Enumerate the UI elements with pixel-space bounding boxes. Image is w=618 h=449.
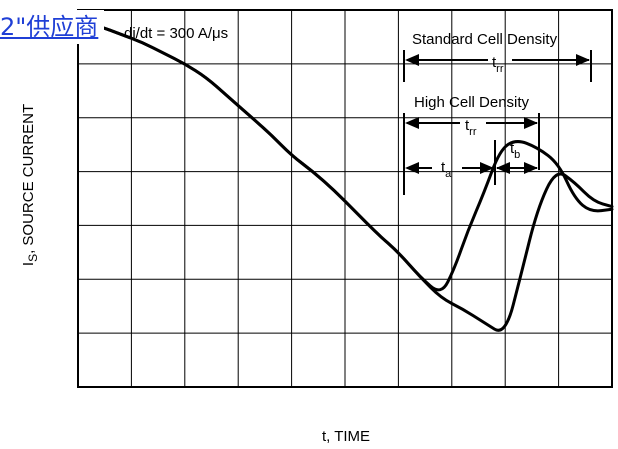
standard-cell-density-label: Standard Cell Density bbox=[412, 31, 558, 48]
high-cell-density-curve bbox=[76, 19, 614, 292]
tb-arrowhead-right bbox=[524, 162, 538, 174]
x-axis-label: t, TIME bbox=[322, 428, 370, 445]
high-trr-label: trr bbox=[465, 117, 477, 138]
standard-trr-arrowhead-right bbox=[576, 54, 590, 66]
tb-arrowhead-left bbox=[496, 162, 510, 174]
standard-trr-arrowhead-left bbox=[405, 54, 419, 66]
ta-arrowhead-right bbox=[480, 162, 494, 174]
high-trr-arrowhead-right bbox=[524, 117, 538, 129]
di-dt-annotation: di/dt = 300 A/μs bbox=[124, 25, 228, 42]
standard-trr-label: trr bbox=[492, 54, 504, 75]
high-cell-density-label: High Cell Density bbox=[414, 94, 530, 111]
y-axis-label: IS, SOURCE CURRENT bbox=[20, 104, 40, 266]
chart-grid bbox=[77, 9, 613, 388]
tb-label: tb bbox=[510, 140, 520, 161]
chart-curves bbox=[76, 19, 614, 332]
high-trr-arrowhead-left bbox=[405, 117, 419, 129]
ta-arrowhead-left bbox=[405, 162, 419, 174]
ta-label: ta bbox=[441, 159, 452, 180]
supplier-link[interactable]: 2"供应商 bbox=[0, 10, 105, 44]
